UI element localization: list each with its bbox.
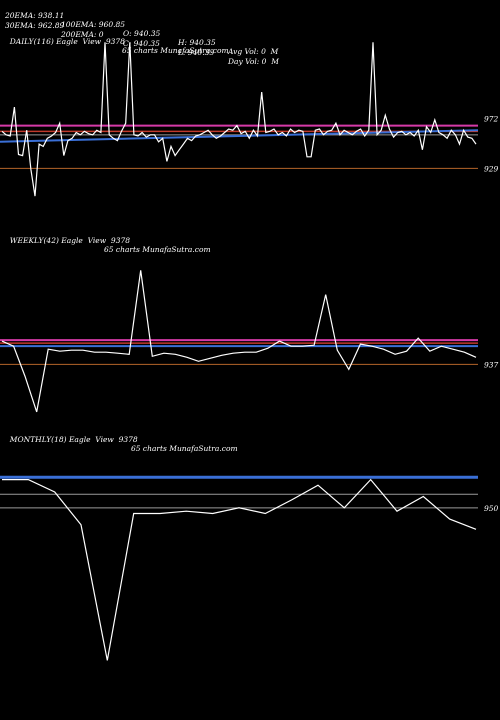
daily-price-line xyxy=(1,42,477,197)
monthly-price-line xyxy=(2,478,477,661)
monthly-site-text: 65 charts MunafaSutra.com xyxy=(131,444,238,453)
open-readout: O: 940.35 xyxy=(123,29,161,38)
ema20-readout: 20EMA: 938.11 xyxy=(5,11,65,20)
avg-vol-readout: Avg Vol: 0 M xyxy=(228,47,279,56)
daily-y-tick-label: 929 xyxy=(484,164,499,173)
daily-panel-title: DAILY(116) Eagle View 9378 65 charts Mun… xyxy=(5,28,229,55)
daily-site-text: 65 charts MunafaSutra.com xyxy=(122,46,229,55)
weekly-panel-title: WEEKLY(42) Eagle View 9378 65 charts Mun… xyxy=(5,227,211,254)
ema100-readout: 100EMA: 960.85 xyxy=(61,20,126,29)
weekly-y-tick-label: 937 xyxy=(484,360,499,369)
monthly-y-tick-label: 950 xyxy=(484,504,499,513)
ema200-readout: 200EMA: 0 xyxy=(61,30,104,39)
weekly-site-text: 65 charts MunafaSutra.com xyxy=(104,245,211,254)
weekly-title-text: WEEKLY(42) Eagle View 9378 xyxy=(9,236,131,245)
header-row-2: 30EMA: 962.89 200EMA: 0 C: 940.35 L: 940… xyxy=(5,12,279,66)
header-row-1: 20EMA: 938.11 100EMA: 960.85 O: 940.35 H… xyxy=(5,2,278,56)
close-readout: C: 940.35 xyxy=(123,39,160,48)
daily-title-text: DAILY(116) Eagle View 9378 xyxy=(9,37,125,46)
day-vol-readout: Day Vol: 0 M xyxy=(228,57,279,66)
ema30-readout: 30EMA: 962.89 xyxy=(5,21,65,30)
high-readout: H: 940.35 xyxy=(178,38,216,47)
monthly-title-text: MONTHLY(18) Eagle View 9378 xyxy=(9,435,138,444)
low-readout: L: 940.35 xyxy=(178,48,215,57)
weekly-price-line xyxy=(1,270,477,413)
monthly-panel-title: MONTHLY(18) Eagle View 9378 65 charts Mu… xyxy=(5,426,238,453)
daily-y-tick-label: 972 xyxy=(484,115,499,124)
